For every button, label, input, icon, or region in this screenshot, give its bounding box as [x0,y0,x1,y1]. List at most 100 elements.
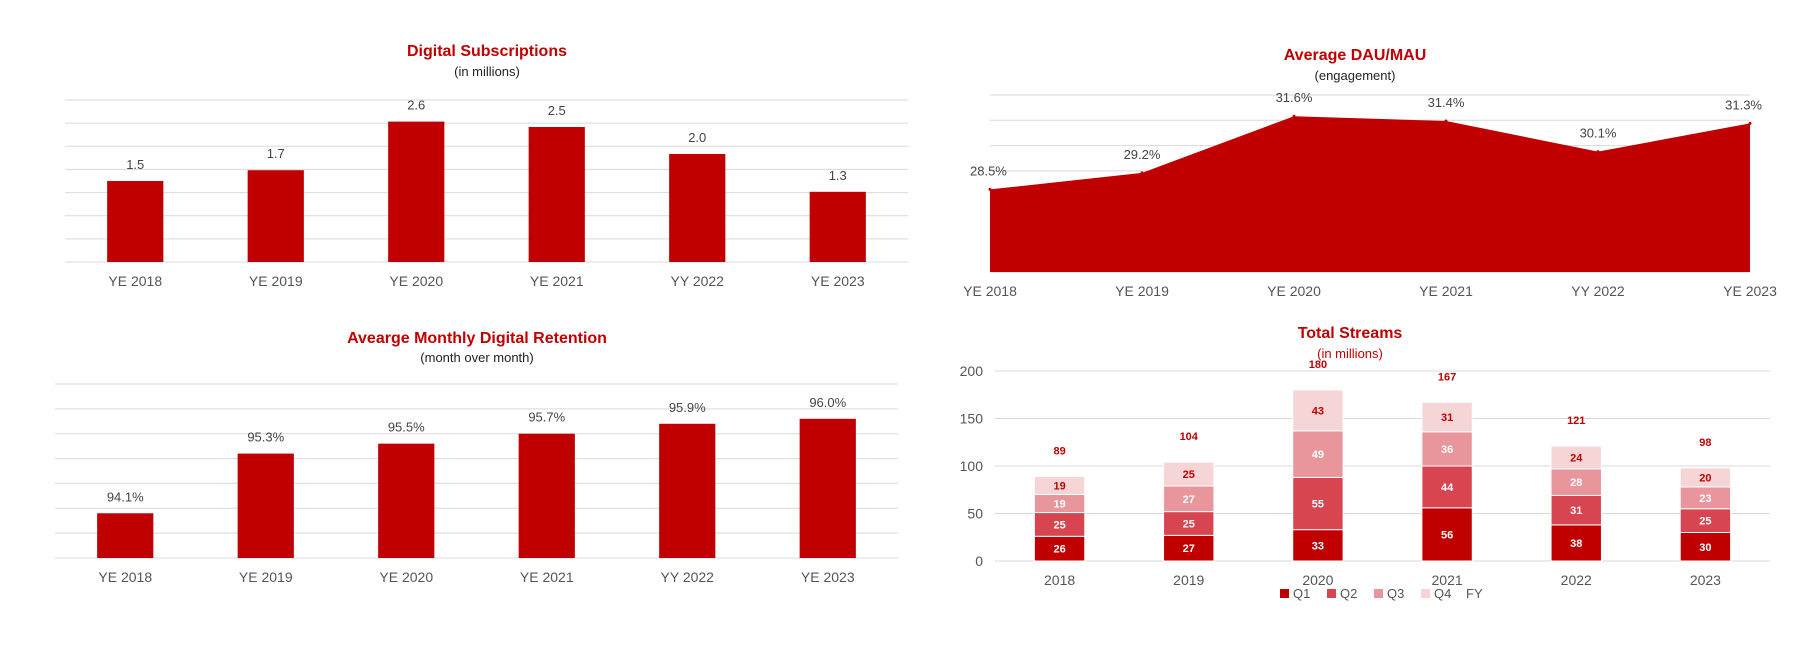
bar [799,418,856,558]
segment-label: 36 [1441,444,1453,456]
area-point [1292,114,1296,118]
segment-label: 25 [1053,519,1065,531]
x-tick-label: 2021 [1432,572,1463,588]
area-point [988,187,992,191]
bar [237,453,294,558]
legend-swatch [1421,589,1430,598]
chart-title: Digital Subscriptions [407,43,567,60]
area-series [990,116,1750,273]
data-label: 1.3 [829,168,847,183]
segment-label: 33 [1312,540,1324,552]
x-tick-label: YE 2021 [520,569,574,585]
stacked-segment [1421,431,1473,467]
legend-label: FY [1466,586,1483,601]
x-tick-label: 2023 [1690,572,1721,588]
x-tick-label: YE 2020 [389,273,443,289]
segment-label: 31 [1570,505,1582,517]
bar [809,191,866,262]
stacked-segment [1550,445,1602,470]
segment-label: 25 [1183,469,1195,481]
x-tick-label: 2018 [1044,572,1075,588]
stacked-segment [1163,461,1215,487]
segment-label: 56 [1441,529,1453,541]
stacked-segment [1421,507,1473,562]
y-tick-label: 150 [960,411,984,427]
total-label: 89 [1053,445,1065,457]
legend-swatch [1374,589,1383,598]
x-tick-label: YE 2018 [963,283,1017,299]
data-label: 1.5 [126,157,144,172]
data-label: 31.6% [1276,90,1313,105]
x-tick-label: YE 2020 [1267,283,1321,299]
bar [518,433,575,558]
segment-label: 49 [1312,449,1324,461]
data-label: 95.7% [528,410,565,425]
legend-label: Q3 [1387,586,1404,601]
segment-label: 28 [1570,477,1582,489]
segment-label: 44 [1441,482,1454,494]
x-tick-label: YE 2021 [1419,283,1473,299]
legend-swatch [1327,589,1336,598]
area-point [1596,150,1600,154]
segment-label: 25 [1699,516,1711,528]
x-tick-label: 2022 [1561,572,1592,588]
segment-label: 20 [1699,472,1711,484]
segment-label: 27 [1183,543,1195,555]
x-tick-label: YE 2019 [239,569,293,585]
stacked-segment [1292,476,1344,531]
data-label: 30.1% [1580,126,1617,141]
data-label: 31.4% [1428,95,1465,110]
segment-label: 25 [1183,518,1195,530]
bar [378,443,435,558]
x-tick-label: YY 2022 [1571,283,1625,299]
x-tick-label: YE 2023 [801,569,855,585]
bar [388,121,445,262]
stacked-segment [1550,524,1602,562]
stacked-segment [1033,535,1086,562]
chart-legend: Q1 Q2 Q3 Q4 FY [1280,586,1483,601]
average-dau-mau-chart: Average DAU/MAU (engagement) 28.5% 29.2% 3… [963,47,1777,299]
x-tick-label: YE 2023 [1723,283,1777,299]
y-tick-label: 200 [960,363,984,379]
data-label: 2.5 [548,103,566,118]
data-label: 1.7 [267,146,285,161]
total-label: 121 [1567,415,1585,427]
stacked-segment [1033,475,1086,496]
x-tick-label: YE 2019 [1115,283,1169,299]
segment-label: 27 [1183,494,1195,506]
x-tick-label: YE 2018 [98,569,152,585]
bar [528,127,585,262]
x-tick-label: YE 2021 [530,273,584,289]
chart-subtitle: (engagement) [1315,68,1396,83]
data-label: 95.5% [388,420,425,435]
x-tick-label: YE 2019 [249,273,303,289]
total-label: 167 [1438,371,1456,383]
segment-label: 38 [1570,538,1582,550]
data-label: 95.9% [669,400,706,415]
segment-label: 24 [1570,452,1583,464]
total-label: 98 [1699,437,1711,449]
chart-subtitle: (in millions) [1317,346,1383,361]
bar [107,181,164,262]
stacked-segment [1292,389,1344,432]
stacked-segment [1163,534,1215,562]
segment-label: 30 [1699,542,1711,554]
segment-label: 23 [1699,493,1711,505]
area-point [1140,171,1144,175]
monthly-digital-retention-chart: Avearge Monthly Digital Retention (month… [55,330,898,585]
bar [97,513,154,558]
total-label: 180 [1309,359,1327,371]
chart-title: Total Streams [1298,325,1403,342]
data-label: 28.5% [970,163,1007,178]
data-label: 2.6 [407,98,425,113]
data-label: 94.1% [107,489,144,504]
y-tick-label: 0 [975,553,983,569]
x-tick-label: 2020 [1302,572,1333,588]
legend-swatch [1280,589,1289,598]
segment-label: 31 [1441,412,1453,424]
stacked-segment [1679,532,1732,562]
data-label: 96.0% [809,395,846,410]
x-tick-label: 2019 [1173,572,1204,588]
total-label: 104 [1180,431,1199,443]
